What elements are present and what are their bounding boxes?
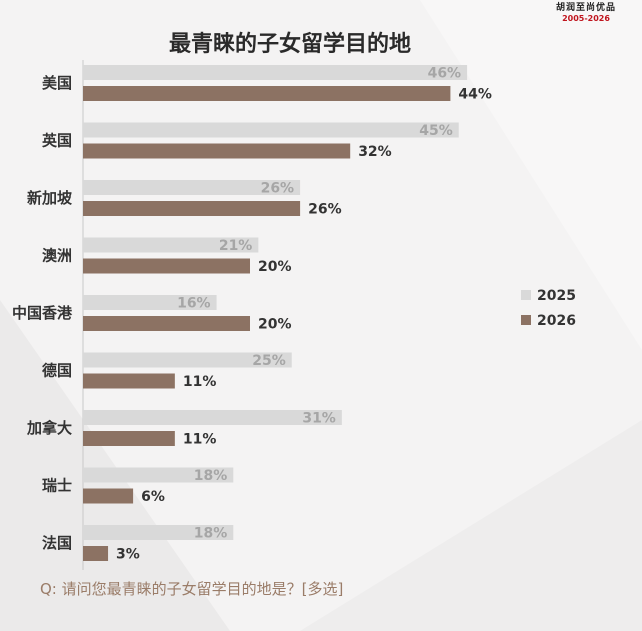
bar-2025 (83, 410, 342, 425)
data-label-2026: 11% (183, 432, 217, 448)
data-label-2025: 31% (302, 411, 336, 427)
data-label-2026: 20% (258, 317, 292, 333)
category-label: 法国 (42, 534, 72, 552)
bar-2025 (83, 237, 259, 253)
data-label-2026: 26% (308, 202, 342, 218)
legend-swatch-2025 (521, 290, 531, 300)
data-label-2026: 32% (358, 144, 392, 160)
category-label: 加拿大 (26, 419, 72, 437)
data-label-2026: 11% (183, 374, 217, 390)
data-label-2025: 25% (252, 353, 286, 369)
category-label: 英国 (42, 132, 72, 150)
data-label-2025: 21% (219, 238, 253, 254)
bar-2026 (83, 488, 134, 504)
data-label-2026: 6% (141, 489, 165, 505)
data-label-2025: 18% (194, 526, 228, 542)
legend-label-2026: 2026 (537, 313, 576, 329)
data-label-2026: 20% (258, 259, 292, 275)
data-label-2025: 26% (261, 181, 295, 197)
bar-2025 (83, 352, 292, 368)
category-label: 美国 (42, 74, 72, 92)
data-label-2025: 45% (419, 123, 453, 139)
data-label-2025: 16% (177, 296, 211, 312)
bar-2026 (83, 86, 451, 101)
bar-2026 (83, 373, 175, 389)
category-label: 瑞士 (42, 477, 72, 495)
bar-2025 (83, 122, 459, 138)
logo-years: 2005-2026 (562, 14, 610, 23)
category-label: 中国香港 (12, 304, 73, 322)
category-label: 澳洲 (42, 247, 72, 265)
category-label: 新加坡 (27, 189, 72, 207)
bar-2026 (83, 258, 250, 274)
bar-2026 (83, 201, 301, 216)
data-label-2026: 44% (458, 87, 492, 103)
bar-2026 (83, 431, 175, 446)
bar-2025 (83, 180, 301, 195)
bar-2026 (83, 316, 250, 331)
bar-2026 (83, 546, 109, 561)
bar-2025 (83, 467, 234, 483)
bar-2025 (83, 295, 217, 310)
legend-swatch-2026 (521, 315, 531, 325)
survey-question: Q: 请问您最青睐的子女留学目的地是？[多选] (40, 580, 344, 598)
bar-2026 (83, 143, 351, 159)
hurun-logo: 胡润至尚优品 2005-2026 (556, 4, 616, 23)
data-label-2026: 3% (116, 547, 140, 563)
data-label-2025: 46% (428, 66, 462, 82)
logo-brand: 胡润至尚优品 (555, 3, 616, 13)
legend-label-2025: 2025 (537, 288, 576, 304)
category-label: 德国 (42, 362, 72, 380)
bar-2025 (83, 525, 234, 540)
data-label-2025: 18% (194, 468, 228, 484)
chart-title: 最青睐的子女留学目的地 (168, 32, 411, 57)
bar-2025 (83, 65, 468, 80)
